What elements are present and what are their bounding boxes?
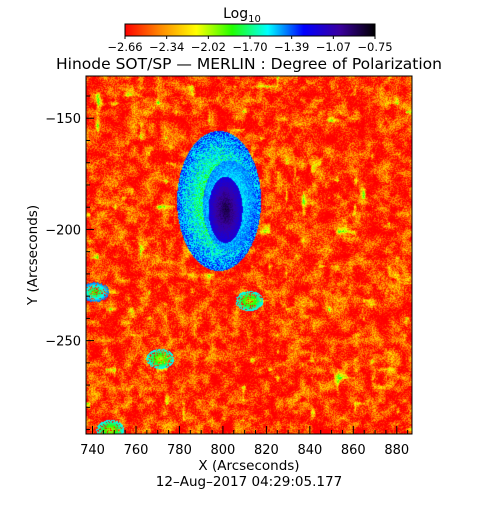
colorbar-tick-label: −2.66 (107, 40, 142, 54)
y-tick-label: −200 (45, 223, 81, 238)
colorbar-tick-label: −0.75 (357, 40, 392, 54)
colorbar-ticks: −2.66 −2.34 −2.02 −1.70 −1.39 −1.07 −0.75 (107, 36, 393, 54)
y-tick-label: −250 (45, 335, 81, 350)
heatmap-image (86, 76, 412, 434)
x-tick-label: 840 (297, 443, 322, 458)
x-tick-label: 760 (124, 443, 149, 458)
colorbar (124, 23, 376, 37)
x-tick-label: 880 (384, 443, 409, 458)
colorbar-tick-label: −1.70 (232, 40, 267, 54)
colorbar-label: Log10 (223, 6, 261, 25)
chart-title: Hinode SOT/SP — MERLIN : Degree of Polar… (56, 55, 442, 73)
colorbar-tick-label: −1.07 (316, 40, 351, 54)
plot-frame (85, 75, 413, 435)
x-tick-label: 740 (80, 443, 105, 458)
x-tick-label: 820 (254, 443, 279, 458)
x-tick-label: 800 (211, 443, 236, 458)
timestamp: 12–Aug–2017 04:29:05.177 (156, 474, 342, 490)
x-axis: 740 760 780 800 820 840 860 880 (80, 426, 409, 458)
colorbar-tick-label: −2.02 (191, 40, 226, 54)
colorbar-tick-label: −1.39 (274, 40, 309, 54)
x-tick-label: 780 (167, 443, 192, 458)
colorbar-tick-label: −2.34 (149, 40, 184, 54)
x-tick-label: 860 (341, 443, 366, 458)
y-axis-label: Y (Arcseconds) (25, 205, 41, 306)
y-axis: −150 −200 −250 (45, 95, 94, 431)
y-tick-label: −150 (45, 112, 81, 127)
x-axis-label: X (Arcseconds) (198, 458, 299, 474)
